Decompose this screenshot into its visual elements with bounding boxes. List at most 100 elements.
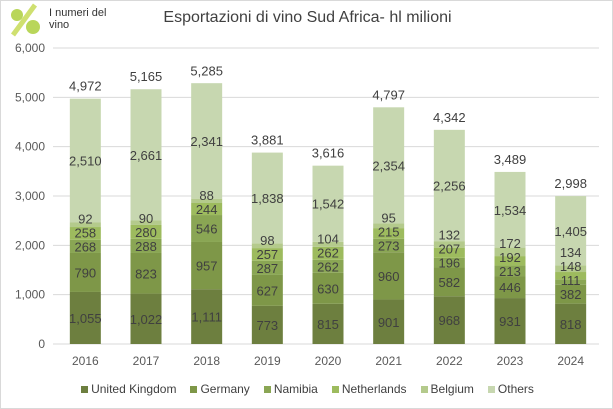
bar-segment	[555, 196, 587, 266]
data-label: 2,354	[372, 158, 405, 173]
total-label: 3,616	[312, 146, 345, 161]
bar-segment	[494, 276, 526, 299]
bar-segment	[69, 98, 101, 223]
legend-label: Others	[497, 382, 534, 396]
bar-segment	[555, 279, 587, 285]
bar-segment	[494, 247, 526, 257]
total-label: 3,489	[494, 152, 527, 167]
data-label: 207	[438, 242, 460, 257]
data-label: 257	[256, 247, 278, 262]
bar-segment	[312, 272, 344, 304]
data-label: 213	[499, 264, 521, 279]
x-tick-label: 2016	[72, 354, 99, 368]
bar-segment	[312, 165, 344, 242]
data-label: 288	[135, 239, 157, 254]
bar-segment	[251, 274, 283, 306]
bar-segment	[494, 265, 526, 277]
total-label: 4,972	[69, 79, 102, 94]
data-label: 88	[199, 188, 213, 203]
data-label: 262	[317, 259, 339, 274]
x-tick-label: 2023	[497, 354, 524, 368]
data-label: 1,055	[69, 311, 102, 326]
bar-segment	[130, 220, 162, 225]
data-label: 148	[560, 259, 582, 274]
bar-segment	[69, 291, 101, 344]
y-tick-label: 3,000	[15, 189, 45, 203]
y-tick-label: 5,000	[15, 90, 45, 104]
total-label: 4,342	[433, 110, 466, 125]
legend-label: Namibia	[273, 382, 318, 396]
data-label: 815	[317, 317, 339, 332]
data-label: 957	[196, 259, 218, 274]
bar-segment	[130, 224, 162, 239]
data-label: 968	[438, 313, 460, 328]
data-label: 931	[499, 314, 521, 329]
bar-segment	[494, 298, 526, 344]
bar-segment	[251, 248, 283, 261]
bar-segment	[251, 152, 283, 244]
legend-item: United Kingdom	[81, 382, 176, 396]
bar-segment	[251, 260, 283, 275]
data-label: 627	[256, 283, 278, 298]
legend-item: Netherlands	[331, 382, 407, 396]
data-label: 446	[499, 280, 521, 295]
bar-segment	[191, 241, 223, 290]
total-label: 5,285	[190, 63, 223, 78]
bar-segment	[433, 129, 465, 242]
legend-swatch	[263, 385, 271, 393]
bar-segment	[373, 238, 405, 253]
data-label: 244	[196, 202, 218, 217]
bar-segment	[191, 215, 223, 242]
data-label: 823	[135, 266, 157, 281]
bar-segment	[69, 222, 101, 228]
chart-title: Esportazioni di vino Sud Africa- hl mili…	[163, 9, 452, 26]
bar-segment	[130, 238, 162, 253]
legend-item: Belgium	[420, 382, 474, 396]
legend-label: United Kingdom	[91, 382, 177, 396]
data-label: 98	[260, 233, 274, 248]
legend-item: Germany	[190, 382, 250, 396]
x-tick-label: 2021	[375, 354, 402, 368]
total-label: 4,797	[372, 87, 405, 102]
bar-segment	[494, 171, 526, 248]
y-tick-label: 0	[38, 337, 45, 351]
total-label: 2,998	[554, 176, 587, 191]
bar-segment	[373, 223, 405, 229]
grape-percent-logo-icon	[10, 3, 40, 37]
data-label: 630	[317, 281, 339, 296]
data-label: 273	[378, 238, 400, 253]
data-label: 818	[560, 317, 582, 332]
bar-segment	[555, 284, 587, 304]
data-label: 262	[317, 245, 339, 260]
data-label: 1,534	[494, 203, 527, 218]
y-tick-label: 6,000	[15, 41, 45, 55]
x-tick-label: 2017	[133, 354, 160, 368]
bar-segment	[433, 257, 465, 268]
legend-label: Belgium	[430, 382, 474, 396]
bar-segment	[312, 303, 344, 344]
data-label: 773	[256, 318, 278, 333]
bar-segment	[433, 241, 465, 248]
bar-segment	[433, 296, 465, 344]
data-label: 1,542	[312, 197, 345, 212]
bar-segment	[191, 203, 223, 216]
data-label: 90	[139, 211, 153, 226]
data-label: 2,510	[69, 154, 102, 169]
bar-segment	[373, 252, 405, 300]
data-label: 2,661	[130, 148, 163, 163]
data-label: 382	[560, 287, 582, 302]
bar-segment	[69, 239, 101, 253]
bar-segment	[130, 293, 162, 344]
bar-segment	[130, 252, 162, 294]
bar-segment	[373, 299, 405, 344]
bar-segment	[555, 265, 587, 273]
bar-segment	[130, 89, 162, 221]
data-label: 258	[74, 225, 96, 240]
bar-segment	[251, 305, 283, 344]
data-label: 901	[378, 315, 400, 330]
legend-swatch	[487, 385, 495, 393]
data-label: 582	[438, 275, 460, 290]
legend-item: Others	[487, 382, 534, 396]
legend-item: Namibia	[263, 382, 318, 396]
